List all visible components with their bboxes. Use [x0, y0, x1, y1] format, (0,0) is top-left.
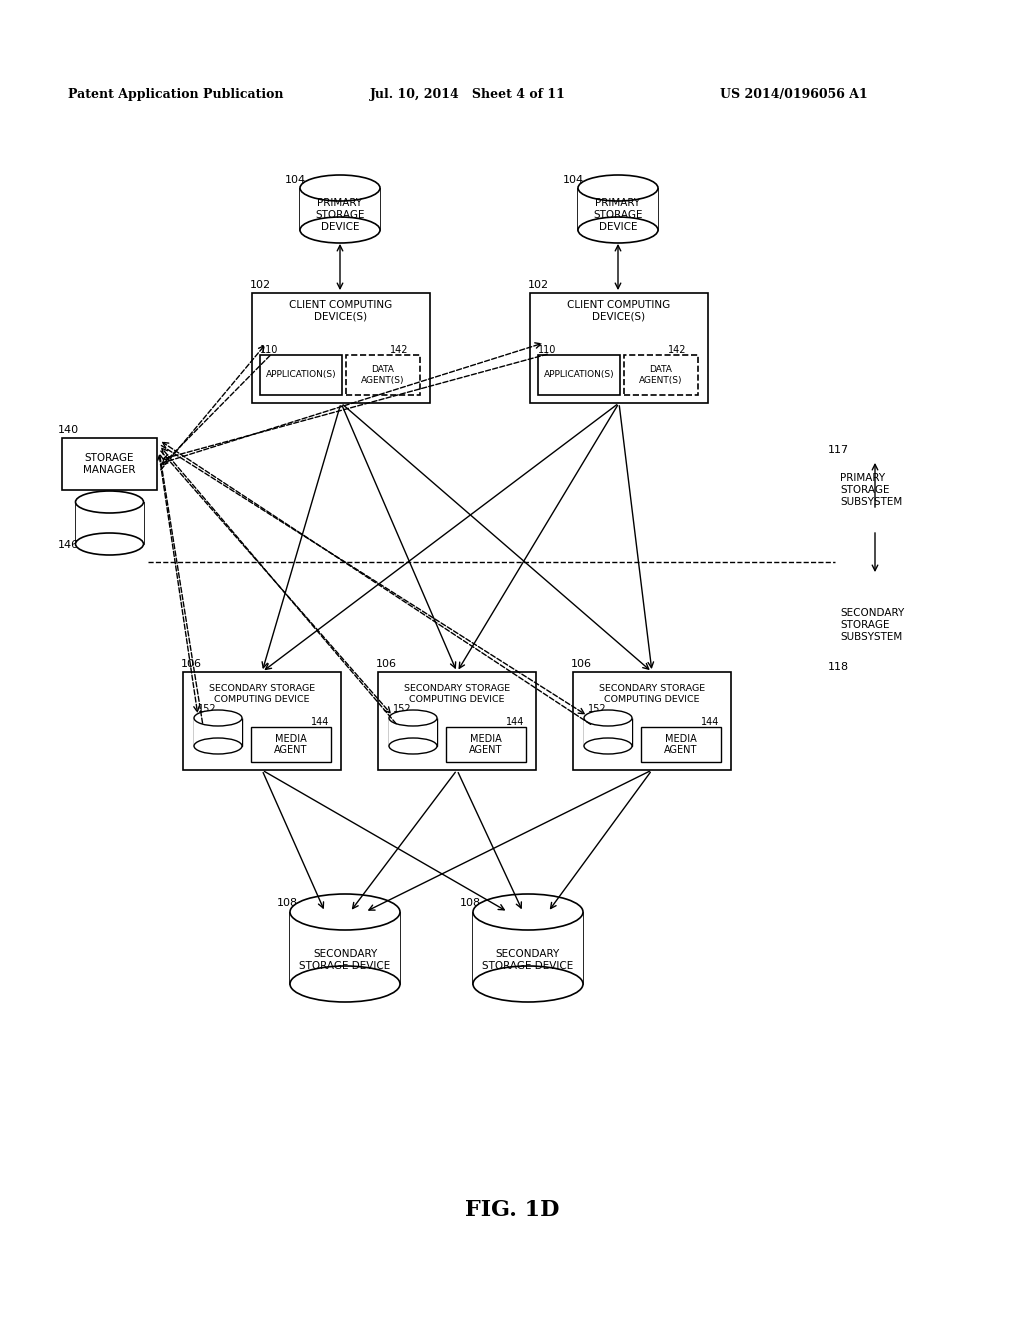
Text: 104: 104: [563, 176, 584, 185]
Text: 117: 117: [828, 445, 849, 455]
Bar: [252, 293, 430, 403]
Text: Patent Application Publication: Patent Application Publication: [68, 88, 284, 102]
Text: STORAGE
MANAGER: STORAGE MANAGER: [83, 453, 136, 475]
Text: 106: 106: [571, 659, 592, 669]
Polygon shape: [290, 912, 400, 983]
Text: 152: 152: [393, 704, 412, 714]
Text: 106: 106: [181, 659, 202, 669]
Polygon shape: [194, 718, 242, 746]
Polygon shape: [76, 502, 143, 544]
Ellipse shape: [76, 533, 143, 554]
Polygon shape: [389, 718, 437, 746]
Text: SECONDARY
STORAGE DEVICE: SECONDARY STORAGE DEVICE: [299, 949, 390, 970]
Text: US 2014/0196056 A1: US 2014/0196056 A1: [720, 88, 867, 102]
Bar: [251, 727, 331, 762]
Text: 104: 104: [285, 176, 306, 185]
Bar: [260, 355, 342, 395]
Bar: [538, 355, 620, 395]
Text: 152: 152: [588, 704, 606, 714]
Text: PRIMARY
STORAGE
DEVICE: PRIMARY STORAGE DEVICE: [593, 198, 643, 231]
Ellipse shape: [300, 176, 380, 201]
Ellipse shape: [290, 894, 400, 931]
Text: SECONDARY
STORAGE
SUBSYSTEM: SECONDARY STORAGE SUBSYSTEM: [840, 609, 904, 642]
Text: 102: 102: [528, 280, 549, 290]
Text: 108: 108: [278, 898, 298, 908]
Text: DATA
AGENT(S): DATA AGENT(S): [639, 366, 683, 384]
Ellipse shape: [290, 966, 400, 1002]
Ellipse shape: [389, 710, 437, 726]
Text: SECONDARY STORAGE
COMPUTING DEVICE: SECONDARY STORAGE COMPUTING DEVICE: [403, 684, 510, 704]
Text: MEDIA
AGENT: MEDIA AGENT: [274, 734, 307, 755]
Ellipse shape: [76, 491, 143, 513]
Text: 110: 110: [538, 345, 556, 355]
Text: MEDIA
AGENT: MEDIA AGENT: [665, 734, 697, 755]
Polygon shape: [290, 912, 400, 983]
Bar: [346, 355, 420, 395]
Text: 140: 140: [58, 425, 79, 436]
Text: 144: 144: [311, 717, 330, 727]
Text: SECONDARY STORAGE
COMPUTING DEVICE: SECONDARY STORAGE COMPUTING DEVICE: [599, 684, 706, 704]
Polygon shape: [194, 718, 242, 746]
Text: 144: 144: [506, 717, 524, 727]
Text: PRIMARY
STORAGE
SUBSYSTEM: PRIMARY STORAGE SUBSYSTEM: [840, 474, 902, 507]
Polygon shape: [300, 187, 380, 230]
Bar: [624, 355, 698, 395]
Text: APPLICATION(S): APPLICATION(S): [265, 371, 336, 380]
Ellipse shape: [473, 894, 583, 931]
Text: 110: 110: [260, 345, 279, 355]
Text: 152: 152: [198, 704, 217, 714]
Bar: [378, 672, 536, 770]
Bar: [641, 727, 721, 762]
Ellipse shape: [578, 176, 658, 201]
Polygon shape: [578, 187, 658, 230]
Polygon shape: [584, 718, 632, 746]
Ellipse shape: [473, 966, 583, 1002]
Text: CLIENT COMPUTING
DEVICE(S): CLIENT COMPUTING DEVICE(S): [567, 300, 671, 322]
Polygon shape: [578, 187, 658, 230]
Text: MEDIA
AGENT: MEDIA AGENT: [469, 734, 503, 755]
Text: APPLICATION(S): APPLICATION(S): [544, 371, 614, 380]
Polygon shape: [584, 718, 632, 746]
Polygon shape: [389, 718, 437, 746]
Text: 142: 142: [668, 345, 686, 355]
Polygon shape: [473, 912, 583, 983]
Polygon shape: [473, 912, 583, 983]
Ellipse shape: [300, 216, 380, 243]
Polygon shape: [76, 502, 143, 544]
Bar: [183, 672, 341, 770]
Ellipse shape: [194, 738, 242, 754]
Bar: [446, 727, 526, 762]
Text: 102: 102: [250, 280, 271, 290]
Text: Jul. 10, 2014   Sheet 4 of 11: Jul. 10, 2014 Sheet 4 of 11: [370, 88, 566, 102]
Text: SECONDARY
STORAGE DEVICE: SECONDARY STORAGE DEVICE: [482, 949, 573, 970]
Text: 142: 142: [390, 345, 409, 355]
Polygon shape: [300, 187, 380, 230]
Ellipse shape: [578, 216, 658, 243]
Text: SECONDARY STORAGE
COMPUTING DEVICE: SECONDARY STORAGE COMPUTING DEVICE: [209, 684, 315, 704]
Ellipse shape: [584, 738, 632, 754]
Text: 144: 144: [701, 717, 720, 727]
Text: PRIMARY
STORAGE
DEVICE: PRIMARY STORAGE DEVICE: [315, 198, 365, 231]
Ellipse shape: [584, 710, 632, 726]
Text: CLIENT COMPUTING
DEVICE(S): CLIENT COMPUTING DEVICE(S): [290, 300, 392, 322]
Bar: [62, 438, 157, 490]
Ellipse shape: [194, 710, 242, 726]
Text: 118: 118: [828, 663, 849, 672]
Text: 106: 106: [376, 659, 397, 669]
Text: FIG. 1D: FIG. 1D: [465, 1199, 559, 1221]
Bar: [530, 293, 708, 403]
Text: 108: 108: [460, 898, 481, 908]
Text: DATA
AGENT(S): DATA AGENT(S): [361, 366, 404, 384]
Bar: [573, 672, 731, 770]
Ellipse shape: [389, 738, 437, 754]
Text: 146: 146: [58, 540, 79, 550]
